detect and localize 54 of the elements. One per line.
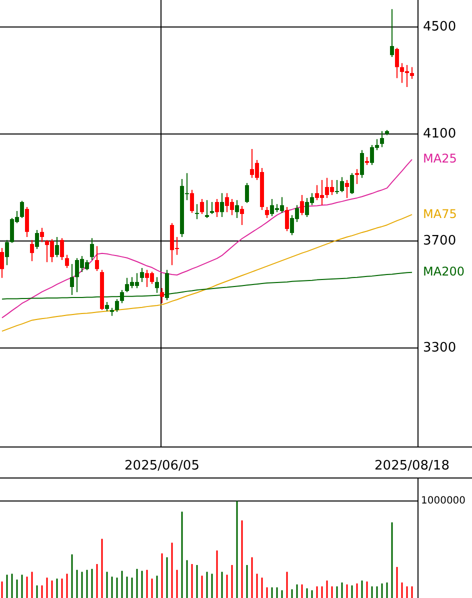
line-series (2, 272, 412, 300)
candlestick (30, 239, 34, 262)
candlestick (395, 47, 399, 79)
candlestick (60, 238, 64, 261)
candlestick (55, 236, 59, 258)
candlestick (5, 239, 9, 266)
candlestick (220, 192, 224, 218)
y-tick-label: 4500 (423, 20, 456, 35)
candlestick (285, 206, 289, 232)
candlestick (105, 302, 109, 312)
candlestick (245, 182, 249, 204)
candlestick (200, 198, 204, 215)
x-tick-label: 2025/08/18 (374, 458, 450, 474)
line-series (2, 158, 412, 318)
candlestick (240, 205, 244, 226)
candlestick (195, 204, 199, 220)
candlestick (215, 198, 219, 218)
y-tick-label: 4100 (423, 126, 456, 142)
candlestick (190, 189, 194, 214)
candlestick (20, 200, 24, 219)
candlestick (265, 206, 269, 219)
candlestick (25, 206, 29, 238)
candlestick (345, 180, 349, 198)
series-label: MA25 (423, 152, 457, 166)
series-label: MA75 (423, 206, 457, 221)
series-label: MA200 (423, 264, 464, 279)
candlestick (90, 238, 94, 261)
candlestick (335, 180, 339, 194)
candlestick (355, 168, 359, 185)
candlestick (0, 247, 4, 278)
candlestick (235, 200, 239, 219)
candlestick (410, 66, 414, 80)
candlestick (300, 194, 304, 216)
candlestick (95, 246, 99, 272)
candlestick (35, 230, 39, 250)
candlestick (160, 288, 164, 304)
candlestick (155, 276, 159, 294)
ref-line-label: 1000000 (421, 496, 466, 507)
candlestick (350, 172, 354, 194)
candlestick (380, 130, 384, 148)
candlestick (65, 254, 69, 269)
candlestick (205, 200, 209, 219)
x-tick-label: 2025/06/05 (124, 458, 200, 474)
y-tick-label: 3700 (423, 234, 456, 249)
line-series (2, 214, 412, 332)
candlestick (390, 8, 394, 58)
candlestick (115, 298, 119, 312)
candlestick (140, 268, 144, 282)
candlestick (70, 264, 74, 296)
y-tick-label: 3300 (423, 340, 456, 356)
candlestick (40, 227, 44, 243)
candlestick (210, 201, 214, 215)
candlestick (340, 176, 344, 193)
candlestick (360, 150, 364, 178)
